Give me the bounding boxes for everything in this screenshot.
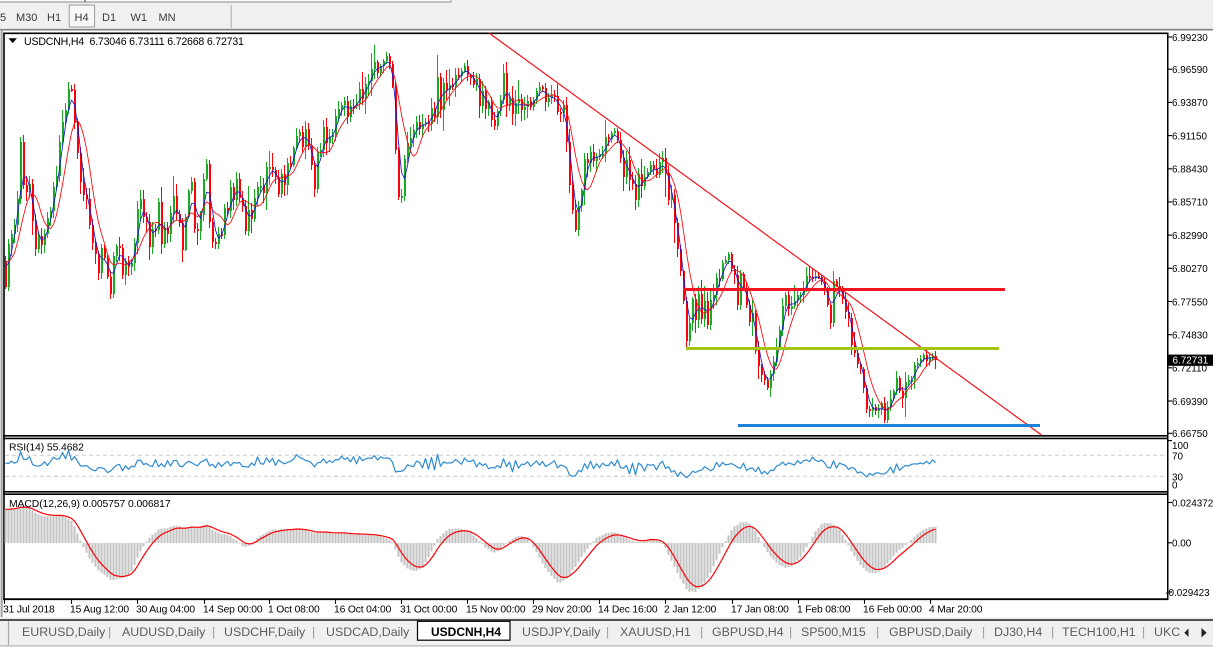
- svg-text:UKC: UKC: [1154, 625, 1180, 639]
- svg-text:H4: H4: [75, 12, 89, 24]
- svg-text:15 Nov 00:00: 15 Nov 00:00: [466, 605, 526, 616]
- svg-text:MACD(12,26,9) 0.005757 0.00681: MACD(12,26,9) 0.005757 0.006817: [9, 499, 171, 510]
- svg-text:100: 100: [1172, 441, 1189, 452]
- svg-text:6.66750: 6.66750: [1172, 429, 1208, 440]
- svg-text:EURUSD,Daily: EURUSD,Daily: [22, 625, 106, 639]
- svg-text:RSI(14) 55.4682: RSI(14) 55.4682: [9, 443, 84, 454]
- svg-text:|: |: [1142, 625, 1145, 639]
- svg-text:GBPUSD,H4: GBPUSD,H4: [712, 625, 784, 639]
- svg-text:-0.029423: -0.029423: [1165, 588, 1210, 599]
- svg-text:6.96590: 6.96590: [1172, 65, 1208, 76]
- svg-text:USDCHF,Daily: USDCHF,Daily: [224, 625, 306, 639]
- svg-text:D1: D1: [102, 12, 116, 24]
- svg-text:5: 5: [0, 12, 6, 24]
- svg-text:6.91150: 6.91150: [1172, 131, 1207, 142]
- svg-text:|: |: [212, 625, 215, 639]
- svg-text:|: |: [606, 625, 609, 639]
- svg-text:AUDUSD,Daily: AUDUSD,Daily: [122, 625, 206, 639]
- svg-text:6.72110: 6.72110: [1172, 364, 1207, 375]
- svg-text:15 Aug 12:00: 15 Aug 12:00: [70, 605, 129, 616]
- svg-text:6.85710: 6.85710: [1172, 198, 1208, 209]
- svg-text:|: |: [700, 625, 703, 639]
- svg-text:SP500,M15: SP500,M15: [801, 625, 866, 639]
- svg-text:6.99230: 6.99230: [1172, 33, 1208, 44]
- svg-text:|: |: [789, 625, 792, 639]
- svg-text:W1: W1: [131, 12, 148, 24]
- svg-text:M30: M30: [16, 12, 37, 24]
- svg-text:USDCAD,Daily: USDCAD,Daily: [326, 625, 410, 639]
- svg-text:MN: MN: [159, 12, 176, 24]
- svg-text:1 Oct 08:00: 1 Oct 08:00: [268, 605, 320, 616]
- svg-text:30: 30: [1172, 472, 1183, 483]
- svg-text:6.72731: 6.72731: [1173, 356, 1209, 367]
- svg-text:0.024372: 0.024372: [1172, 498, 1213, 509]
- svg-text:GBPUSD,Daily: GBPUSD,Daily: [889, 625, 973, 639]
- svg-text:31 Oct 00:00: 31 Oct 00:00: [400, 605, 458, 616]
- svg-text:2 Jan 12:00: 2 Jan 12:00: [664, 605, 717, 616]
- svg-text:14 Dec 16:00: 14 Dec 16:00: [598, 605, 658, 616]
- svg-text:6.93870: 6.93870: [1172, 98, 1208, 109]
- svg-text:0.00: 0.00: [1172, 539, 1192, 550]
- svg-text:USDCNH,H4 6.73046 6.73111 6.7: USDCNH,H4 6.73046 6.73111 6.72668 6.7273…: [24, 36, 244, 48]
- svg-text:29 Nov 20:00: 29 Nov 20:00: [532, 605, 592, 616]
- svg-text:DJ30,H4: DJ30,H4: [994, 625, 1042, 639]
- svg-text:16 Feb 00:00: 16 Feb 00:00: [863, 605, 922, 616]
- svg-text:6.74830: 6.74830: [1172, 331, 1208, 342]
- svg-text:6.88430: 6.88430: [1172, 165, 1208, 176]
- svg-text:0: 0: [1172, 481, 1178, 492]
- svg-text:16 Oct 04:00: 16 Oct 04:00: [334, 605, 392, 616]
- svg-text:6.80270: 6.80270: [1172, 264, 1208, 275]
- svg-text:30 Aug 04:00: 30 Aug 04:00: [136, 605, 195, 616]
- svg-text:6.69390: 6.69390: [1172, 397, 1208, 408]
- svg-text:|: |: [312, 625, 315, 639]
- svg-text:31 Jul 2018: 31 Jul 2018: [3, 605, 55, 616]
- svg-text:6.82990: 6.82990: [1172, 231, 1208, 242]
- svg-text:USDCNH,H4: USDCNH,H4: [431, 625, 501, 639]
- svg-text:17 Jan 08:00: 17 Jan 08:00: [731, 605, 789, 616]
- svg-text:|: |: [108, 625, 111, 639]
- svg-text:TECH100,H1: TECH100,H1: [1062, 625, 1136, 639]
- svg-text:1 Feb 08:00: 1 Feb 08:00: [797, 605, 851, 616]
- svg-text:|: |: [876, 625, 879, 639]
- svg-text:6.77550: 6.77550: [1172, 297, 1208, 308]
- svg-text:4 Mar 20:00: 4 Mar 20:00: [929, 605, 983, 616]
- svg-text:70: 70: [1172, 452, 1183, 463]
- svg-text:USDJPY,Daily: USDJPY,Daily: [522, 625, 601, 639]
- svg-text:XAUUSD,H1: XAUUSD,H1: [620, 625, 691, 639]
- svg-text:|: |: [982, 625, 985, 639]
- svg-text:H1: H1: [47, 12, 61, 24]
- svg-text:14 Sep 00:00: 14 Sep 00:00: [203, 605, 263, 616]
- svg-text:|: |: [1051, 625, 1054, 639]
